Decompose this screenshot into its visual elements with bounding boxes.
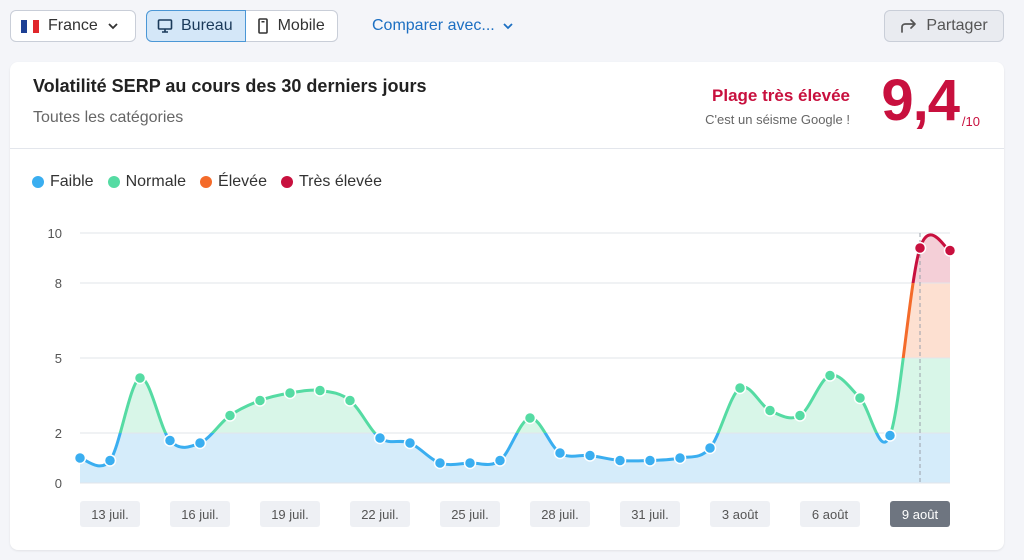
legend-item-elevee[interactable]: Élevée	[200, 173, 267, 191]
data-point	[313, 384, 327, 397]
device-desktop-button[interactable]: Bureau	[146, 10, 246, 42]
legend-dot	[32, 176, 44, 188]
device-desktop-label: Bureau	[181, 17, 233, 34]
compare-dropdown[interactable]: Comparer avec...	[372, 10, 513, 42]
legend-label: Faible	[50, 173, 94, 190]
data-point	[373, 431, 387, 445]
x-tick-label: 16 juil.	[181, 507, 219, 522]
range-sub: C'est un séisme Google !	[705, 112, 850, 127]
data-point	[703, 441, 717, 455]
data-point	[133, 371, 147, 385]
y-tick-label: 2	[55, 426, 62, 441]
volatility-score: 9,4	[881, 68, 960, 133]
compare-label: Comparer avec...	[372, 17, 495, 34]
share-button[interactable]: Partager	[884, 10, 1004, 42]
data-point	[793, 409, 807, 422]
legend-label: Normale	[125, 173, 187, 190]
data-point	[283, 386, 297, 400]
device-toggle: Bureau Mobile	[146, 10, 338, 42]
data-point	[553, 446, 567, 460]
x-tick-badge	[440, 501, 500, 527]
y-tick-label: 0	[55, 476, 62, 491]
legend-label: Très élevée	[298, 173, 382, 190]
volatility-card: Volatilité SERP au cours des 30 derniers…	[10, 62, 1004, 550]
data-point	[343, 394, 357, 407]
x-tick-badge	[530, 501, 590, 527]
data-point	[943, 244, 957, 257]
data-point	[583, 449, 597, 462]
x-tick-label: 25 juil.	[451, 507, 489, 522]
band-fill-3	[80, 234, 950, 283]
legend-dot	[200, 176, 213, 188]
y-tick-label: 8	[55, 276, 62, 291]
x-tick-badge	[80, 501, 140, 527]
x-tick-label: 19 juil.	[271, 507, 309, 522]
x-tick-badge	[800, 501, 860, 527]
x-tick-badge	[260, 501, 320, 527]
x-tick-label: 3 août	[722, 507, 759, 522]
x-tick-badge	[350, 501, 410, 527]
data-point	[613, 454, 627, 467]
x-tick-badge	[710, 501, 770, 527]
x-tick-label: 9 août	[902, 507, 939, 522]
card-header: Volatilité SERP au cours des 30 derniers…	[10, 62, 1004, 149]
data-point	[523, 411, 537, 425]
data-point	[763, 404, 777, 417]
band-fill-1	[80, 358, 950, 433]
band-fill-0	[80, 433, 950, 483]
x-tick-label: 22 juil.	[361, 507, 399, 522]
volatility-chart: 0 2 5 8 10 13 juil. 16 juil. 19 juil. 22 juil. 25…	[48, 226, 957, 527]
toolbar: France Bureau Mobile Comparer avec... Pa…	[0, 0, 1024, 52]
chevron-down-icon	[108, 23, 118, 30]
data-point	[913, 241, 927, 255]
card-subtitle: Toutes les catégories	[33, 109, 184, 126]
country-selector[interactable]: France	[10, 10, 136, 42]
data-point	[883, 429, 897, 442]
x-tick-badge	[890, 501, 950, 527]
data-point	[193, 436, 207, 450]
share-label: Partager	[926, 17, 988, 34]
chevron-down-icon	[503, 23, 513, 30]
data-point	[103, 454, 117, 467]
legend-item-faible[interactable]: Faible	[32, 173, 94, 191]
data-point	[823, 369, 837, 382]
x-tick-label: 28 juil.	[541, 507, 579, 522]
data-point	[253, 394, 267, 407]
band-fill-2	[80, 283, 950, 358]
x-tick-badge	[170, 501, 230, 527]
data-point	[493, 454, 507, 467]
legend-label: Élevée	[218, 173, 267, 190]
data-point	[433, 456, 447, 470]
data-point	[733, 381, 747, 395]
x-tick-badge	[620, 501, 680, 527]
data-point	[403, 436, 417, 450]
data-point	[853, 391, 867, 405]
legend-item-normale[interactable]: Normale	[107, 173, 187, 191]
x-tick-label: 6 août	[812, 507, 849, 522]
legend-dot	[280, 176, 293, 188]
data-point	[223, 409, 237, 422]
score-denominator: /10	[961, 114, 980, 129]
card-title: Volatilité SERP au cours des 30 derniers…	[33, 76, 427, 96]
legend-item-tres-elevee[interactable]: Très élevée	[280, 173, 382, 191]
country-label: France	[48, 17, 98, 34]
legend-dot	[107, 176, 120, 188]
y-tick-label: 5	[55, 351, 62, 366]
france-flag-icon	[21, 19, 39, 33]
x-tick-label: 13 juil.	[91, 507, 129, 522]
y-tick-label: 10	[48, 226, 62, 241]
data-point	[463, 456, 477, 470]
range-label: Plage très élevée	[712, 86, 850, 105]
device-mobile-label: Mobile	[277, 17, 325, 34]
mobile-icon	[257, 18, 268, 34]
share-arrow-icon	[901, 19, 917, 33]
chart-legend: Faible Normale Élevée Très élevée	[32, 173, 396, 191]
device-mobile-button[interactable]: Mobile	[245, 10, 338, 42]
data-point	[73, 451, 87, 465]
x-tick-label: 31 juil.	[631, 507, 669, 522]
data-point	[643, 454, 657, 467]
desktop-icon	[157, 19, 173, 33]
data-point	[163, 434, 177, 447]
data-point	[673, 451, 687, 465]
